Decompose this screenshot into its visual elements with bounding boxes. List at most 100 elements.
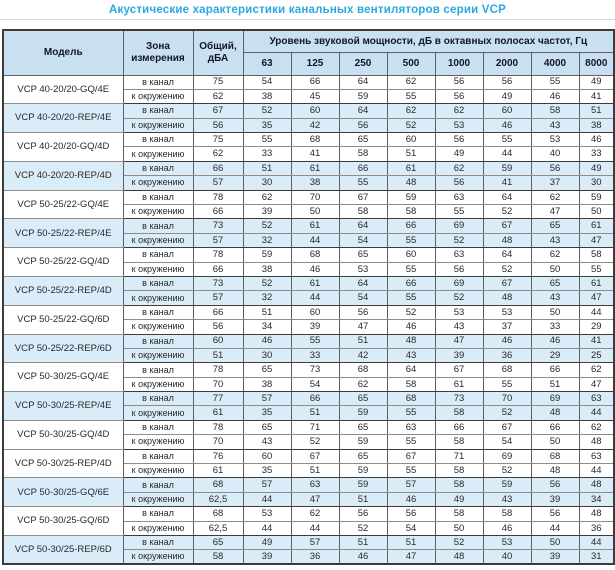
band-value-cell: 69 (482, 448, 532, 465)
band-value-cell: 46 (386, 491, 436, 508)
total-value-cell: 76 (192, 448, 244, 465)
band-value-cell: 71 (434, 448, 484, 465)
band-value-cell: 38 (242, 261, 292, 277)
band-value-cell: 55 (386, 232, 436, 249)
band-value-cell: 51 (578, 103, 615, 119)
band-value-cell: 63 (434, 189, 484, 206)
table-row: VCP 40-20/20-REP/4E в канал 67 52 60 64 62 62 60… (2, 103, 615, 134)
band-value-cell: 61 (434, 376, 484, 393)
zone-cell-in-duct: в канал (122, 477, 194, 493)
table-row: VCP 50-25/22-REP/4D в канал 73 52 61 64 66 69 67… (2, 275, 615, 306)
band-value-cell: 63 (290, 477, 340, 493)
total-value-cell: 67 (192, 103, 244, 119)
band-value-cell: 47 (290, 491, 340, 508)
band-value-cell: 62 (386, 103, 436, 119)
band-value-cell: 60 (386, 132, 436, 148)
band-value-cell: 42 (290, 117, 340, 134)
band-value-cell: 44 (530, 520, 580, 537)
zone-cell-to-surroundings: к окружению (122, 434, 194, 450)
band-value-cell: 29 (578, 319, 615, 335)
col-header-spl: Уровень звуковой мощности, дБ в октавных… (242, 29, 615, 53)
band-value-cell: 67 (338, 189, 388, 206)
total-value-cell: 62 (192, 88, 244, 105)
band-value-cell: 56 (434, 88, 484, 105)
band-value-cell: 44 (290, 520, 340, 537)
band-value-cell: 54 (338, 232, 388, 249)
band-value-cell: 55 (386, 261, 436, 277)
band-value-cell: 58 (434, 477, 484, 493)
model-cell: VCP 50-30/25-GQ/6D (2, 506, 124, 536)
band-value-cell: 45 (290, 88, 340, 105)
band-value-cell: 46 (386, 319, 436, 335)
band-value-cell: 70 (290, 189, 340, 206)
total-value-cell: 62,5 (192, 491, 244, 508)
band-value-cell: 43 (530, 290, 580, 306)
band-value-cell: 41 (578, 333, 615, 349)
band-value-cell: 51 (242, 304, 292, 321)
band-value-cell: 36 (290, 549, 340, 565)
band-value-cell: 62 (578, 419, 615, 436)
band-value-cell: 47 (578, 376, 615, 393)
zone-cell-to-surroundings: к окружению (122, 319, 194, 335)
total-value-cell: 51 (192, 347, 244, 364)
band-value-cell: 53 (338, 261, 388, 277)
band-value-cell: 43 (434, 319, 484, 335)
band-value-cell: 52 (338, 520, 388, 537)
band-value-cell: 62 (338, 376, 388, 393)
table-row: к окружению 51 30 33 42 43 39 36 29 25 (3, 347, 615, 364)
band-value-cell: 55 (578, 261, 615, 277)
total-value-cell: 62 (192, 146, 244, 162)
band-value-cell: 55 (482, 376, 532, 393)
band-value-cell: 66 (338, 160, 388, 177)
band-value-cell: 58 (434, 463, 484, 479)
band-value-cell: 50 (290, 204, 340, 220)
band-value-cell: 67 (482, 419, 532, 436)
band-value-cell: 25 (578, 347, 615, 364)
band-value-cell: 44 (578, 534, 615, 551)
band-value-cell: 38 (242, 88, 292, 105)
divider-line (0, 19, 615, 20)
zone-cell-in-duct: в канал (122, 362, 194, 378)
table-row: VCP 50-30/25-GQ/6D в канал 68 53 62 56 56 58 58 5… (2, 506, 615, 536)
band-value-cell: 52 (434, 290, 484, 306)
band-value-cell: 61 (578, 275, 615, 292)
band-value-cell: 58 (386, 204, 436, 220)
band-value-cell: 57 (290, 534, 340, 551)
total-value-cell: 62,5 (192, 520, 244, 537)
band-value-cell: 53 (530, 132, 580, 148)
band-value-cell: 44 (290, 290, 340, 306)
band-value-cell: 73 (290, 362, 340, 378)
band-value-cell: 43 (386, 347, 436, 364)
acoustic-characteristics-table: Модель Зона измерения Общий, дБА Уровень… (2, 29, 615, 566)
band-value-cell: 59 (338, 477, 388, 493)
zone-cell-to-surroundings: к окружению (122, 491, 194, 508)
band-value-cell: 44 (242, 491, 292, 508)
band-value-cell: 65 (338, 132, 388, 148)
band-value-cell: 56 (338, 304, 388, 321)
band-value-cell: 61 (290, 218, 340, 234)
band-value-cell: 44 (578, 405, 615, 421)
band-value-cell: 55 (386, 290, 436, 306)
band-value-cell: 49 (434, 146, 484, 162)
band-value-cell: 46 (482, 520, 532, 537)
total-value-cell: 66 (192, 261, 244, 277)
band-value-cell: 58 (386, 376, 436, 393)
total-value-cell: 77 (192, 391, 244, 407)
band-value-cell: 56 (338, 506, 388, 522)
band-value-cell: 49 (242, 534, 292, 551)
frequency-header-row: 63 125 250 500 1000 2000 4000 8000 (3, 51, 615, 76)
band-value-cell: 49 (482, 88, 532, 105)
band-value-cell: 48 (386, 175, 436, 191)
band-value-cell: 41 (578, 88, 615, 105)
band-value-cell: 51 (338, 491, 388, 508)
table-row: VCP 50-30/25-REP/4E в канал 77 57 66 65 68 73 70… (2, 391, 615, 421)
band-value-cell: 54 (290, 376, 340, 393)
band-value-cell: 52 (290, 434, 340, 450)
band-value-cell: 52 (434, 232, 484, 249)
band-value-cell: 50 (434, 520, 484, 537)
band-value-cell: 64 (482, 189, 532, 206)
band-value-cell: 59 (338, 88, 388, 105)
band-value-cell: 50 (530, 261, 580, 277)
zone-cell-in-duct: в канал (122, 218, 194, 234)
total-value-cell: 78 (192, 247, 244, 263)
